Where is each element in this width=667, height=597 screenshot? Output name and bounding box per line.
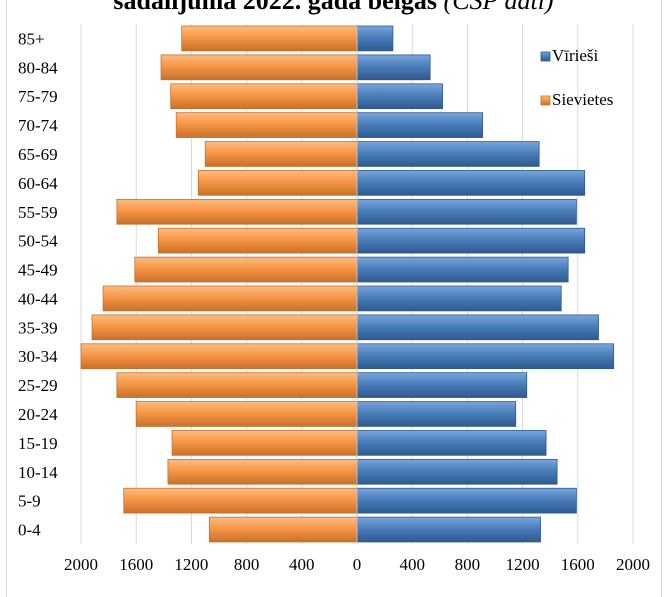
bar-female [116,198,358,225]
bar-female [123,487,358,514]
bars [80,25,615,543]
legend-label-female: Sievietes [552,90,613,109]
bar-male [356,25,394,52]
bar-female [167,458,358,485]
y-tick-label: 80-84 [18,58,58,77]
chart-title-suffix: (CSP dati) [443,0,554,15]
bar-female [175,112,358,138]
y-tick-label: 0-4 [18,521,41,540]
bar-male [356,170,586,196]
y-tick-label: 40-44 [18,289,58,308]
chart-title: sadalījumā 2022. gada beigās (CSP dati) [0,0,667,16]
y-tick-label: 65-69 [18,145,58,164]
bar-male [356,487,577,514]
x-tick-label: 0 [353,555,362,574]
bar-male [356,285,562,312]
bar-male [356,83,443,110]
bar-female [134,256,358,283]
bar-male [356,198,577,225]
x-tick-label: 400 [399,555,425,574]
y-tick-label: 10-14 [18,463,58,482]
bar-female [80,343,358,370]
bar-female [157,227,358,254]
bar-female [116,372,358,398]
x-tick-label: 800 [455,555,481,574]
x-tick-label: 1600 [561,555,595,574]
bar-male [356,372,528,398]
y-tick-label: 45-49 [18,261,58,280]
x-tick-label: 800 [234,555,260,574]
bar-male [356,112,483,138]
bar-female [170,83,358,110]
bar-male [356,54,431,81]
grid-lines [80,24,634,544]
bar-male [356,343,615,370]
y-tick-label: 5-9 [18,492,41,511]
bar-female [91,314,358,341]
legend-label-male: Vīrieši [552,46,599,65]
y-tick-label: 70-74 [18,116,58,135]
x-tick-label: 2000 [616,555,650,574]
y-tick-label: 20-24 [18,405,58,424]
y-tick-label: 35-39 [18,318,58,337]
bar-female [208,516,358,543]
bar-male [356,458,558,485]
legend-swatch-female [540,95,551,106]
bar-female [197,170,358,196]
bar-female [135,401,358,427]
chart-title-main: sadalījumā 2022. gada beigās [113,0,438,15]
bar-female [171,430,358,456]
bar-male [356,314,599,341]
y-tick-label: 75-79 [18,87,58,106]
bar-male [356,516,541,543]
bar-male [356,430,547,456]
x-tick-label: 1200 [174,555,208,574]
y-tick-label: 50-54 [18,232,58,251]
legend: Vīrieši Sievietes [540,46,613,109]
chart-border [6,0,662,597]
bar-female [160,54,358,81]
bar-female [181,25,358,52]
bar-male [356,401,517,427]
x-tick-label: 2000 [64,555,98,574]
y-tick-label: 25-29 [18,376,58,395]
y-tick-label: 15-19 [18,434,58,453]
y-tick-label: 30-34 [18,347,58,366]
bar-male [356,141,540,167]
bar-male [356,256,569,283]
x-tick-label: 400 [289,555,315,574]
y-tick-label: 85+ [18,29,45,48]
bar-male [356,227,586,254]
x-tick-label: 1600 [119,555,153,574]
legend-swatch-male [540,51,551,62]
y-tick-label: 55-59 [18,203,58,222]
bar-female [204,141,358,167]
y-tick-label: 60-64 [18,174,58,193]
x-tick-label: 1200 [506,555,540,574]
bar-female [102,285,358,312]
